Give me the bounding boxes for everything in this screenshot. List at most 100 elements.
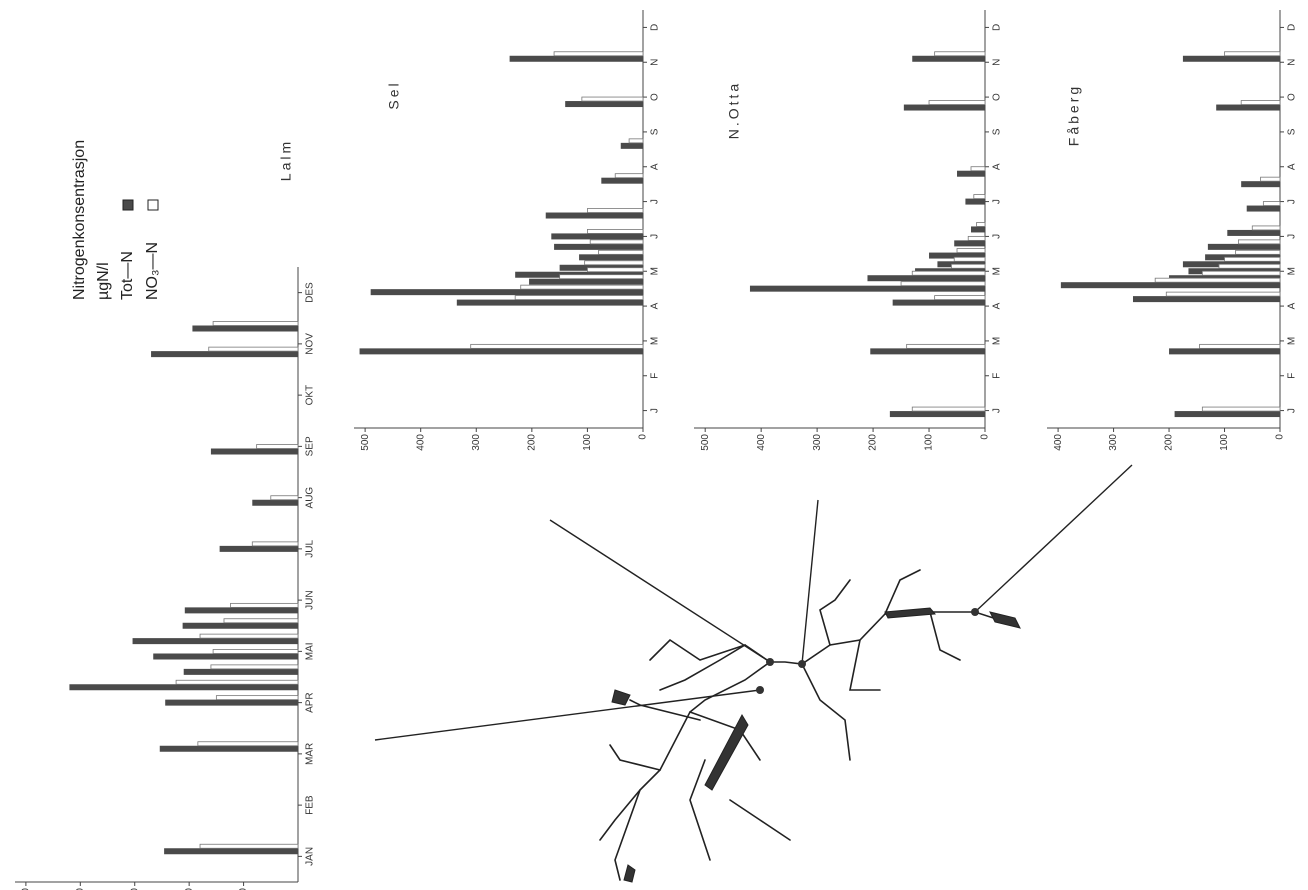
bar-no3-n [1218,263,1281,269]
y-tick-label: 100 [184,888,195,890]
bar-tot-n [151,351,298,358]
bar-tot-n [529,278,643,285]
bar-no3-n [911,406,986,412]
bar-no3-n [520,284,644,290]
bar-no3-n [215,695,299,701]
bar-no3-n [589,239,644,245]
bar-tot-n [545,212,643,219]
x-tick-label: M [992,267,1003,275]
tributary [929,611,961,661]
y-tick-label: 0 [1275,434,1286,440]
x-tick-label: F [992,373,1003,379]
bar-tot-n [159,745,298,752]
legend-unit: µgN/l [95,262,112,300]
y-tick-label: 0 [980,434,991,440]
bar-tot-n [153,653,298,660]
lake [704,713,749,791]
x-tick-label: NOV [305,333,316,355]
bar-tot-n [1241,181,1280,188]
x-tick-label: SEP [305,436,316,456]
tributary [849,639,881,691]
y-tick-label: 50 [238,888,249,890]
x-tick-label: A [1287,302,1298,309]
tributary [801,663,851,761]
chart-title: N.Otta [726,81,742,139]
pointer-line [974,464,1133,613]
bar-no3-n [199,843,299,849]
station [766,658,774,666]
bar-tot-n [370,289,643,296]
y-tick-label: 300 [812,434,823,451]
x-tick-label: M [992,337,1003,345]
y-tick-label: 0 [638,434,649,440]
bar-no3-n [628,138,644,144]
x-tick-label: JUN [305,590,316,609]
y-tick-label: 100 [1219,434,1230,451]
bar-tot-n [132,638,298,645]
bar-tot-n [1169,348,1280,355]
x-tick-label: FEB [305,795,316,815]
x-tick-label: J [1287,234,1298,239]
x-tick-label: N [1287,59,1298,66]
bar-tot-n [870,348,985,355]
x-tick-label: MAI [305,642,316,660]
bar-tot-n [912,55,985,62]
y-tick-label: 400 [1053,434,1064,451]
x-tick-label: MAR [305,743,316,765]
bar-no3-n [1165,291,1281,297]
x-tick-label: JUL [305,540,316,558]
bar-no3-n [208,346,299,352]
tributary [609,744,661,771]
chart: 0 100 200 300 400 500 J F M A M J J A S O N D [354,10,661,451]
bar-no3-n [230,602,299,608]
y-tick-label: 500 [700,434,711,451]
x-tick-label: J [650,234,661,239]
lake [989,611,1021,629]
bar-tot-n [1174,411,1280,418]
bar-tot-n [164,848,298,855]
bar-no3-n [223,618,299,624]
bar-no3-n [270,495,299,501]
bar-no3-n [1224,256,1281,262]
x-tick-label: J [1287,408,1298,413]
x-tick-label: S [992,128,1003,135]
tributary [884,569,921,615]
bar-no3-n [559,274,644,280]
pointer-line [801,499,819,665]
bar-tot-n [1132,296,1280,303]
pointer-line [549,519,771,663]
y-tick-label: 200 [868,434,879,451]
y-tick-label: 300 [471,434,482,451]
x-tick-label: N [650,59,661,66]
bar-no3-n [587,208,644,213]
bar-tot-n [1216,104,1280,111]
bar-no3-n [581,96,644,102]
y-tick-label: 400 [415,434,426,451]
legend-swatch [122,199,134,211]
bar-no3-n [256,444,299,449]
y-tick-label: 100 [582,434,593,451]
x-tick-label: A [992,302,1003,309]
chart-title: Sel [386,80,402,109]
bar-no3-n [956,248,986,253]
y-tick-label: 300 [1108,434,1119,451]
chart: 0 100 200 300 400 J F M A M J J A S O N D [1047,10,1298,451]
bar-tot-n [579,254,643,261]
bar-no3-n [973,194,986,199]
x-tick-label: APR [305,692,316,713]
x-tick-label: J [992,199,1003,204]
bar-no3-n [928,100,986,105]
y-tick-label: 200 [526,434,537,451]
main-river [614,611,1016,881]
y-tick-label: 200 [75,888,86,890]
tributary [629,699,701,721]
bar-tot-n [509,55,643,62]
river-map [374,464,1133,883]
x-tick-label: J [992,234,1003,239]
bar-tot-n [192,325,298,332]
bar-tot-n [867,275,985,282]
legend-label: Tot—N [119,251,136,300]
chart-title: Lalm [278,139,294,181]
x-tick-label: F [650,373,661,379]
bar-tot-n [1207,243,1280,250]
